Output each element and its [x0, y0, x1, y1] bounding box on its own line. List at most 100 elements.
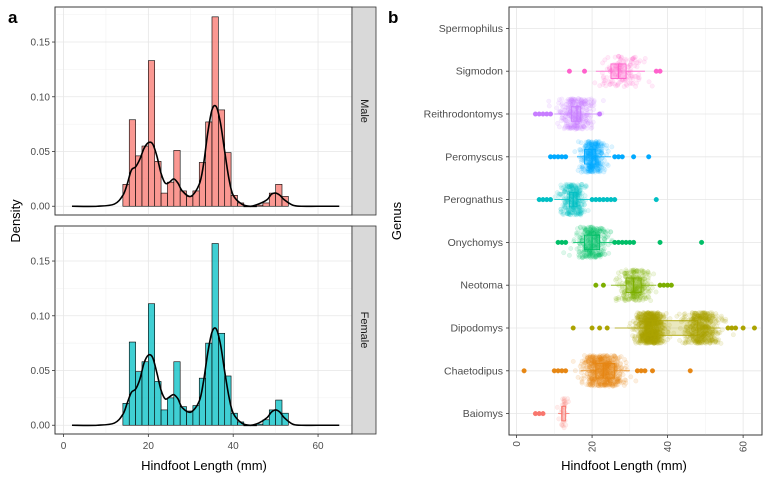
outlier-point [566, 68, 572, 74]
outlier-point [548, 197, 554, 203]
jitter-point [574, 99, 580, 105]
jitter-point [571, 111, 577, 117]
jitter-point [582, 97, 587, 103]
jitter-point [601, 74, 606, 79]
jitter-point [587, 254, 592, 260]
jitter-point [590, 165, 596, 171]
jitter-point [628, 73, 634, 79]
jitter-point [588, 250, 593, 256]
jitter-point [585, 120, 591, 126]
jitter-point [589, 122, 595, 128]
jitter-point [623, 58, 629, 64]
jitter-point [584, 154, 590, 160]
jitter-point [651, 313, 657, 318]
jitter-point [562, 107, 568, 113]
jitter-point [593, 141, 599, 147]
jitter-point [612, 81, 618, 87]
jitter-point [554, 404, 560, 410]
jitter-point [567, 211, 572, 216]
jitter-point [580, 255, 585, 261]
jitter-point [589, 167, 595, 173]
jitter-point [698, 338, 704, 344]
jitter-point [586, 150, 592, 156]
jitter-point [581, 166, 587, 172]
jitter-point [574, 98, 580, 104]
jitter-point [578, 157, 584, 162]
jitter-point [635, 273, 641, 278]
jitter-point [572, 98, 578, 104]
jitter-point [631, 336, 637, 342]
jitter-point [595, 160, 600, 166]
jitter-point [611, 69, 617, 75]
jitter-point [580, 165, 586, 171]
jitter-point [564, 186, 570, 192]
jitter-point [586, 139, 591, 145]
jitter-point [600, 75, 606, 81]
outlier-point [612, 197, 618, 203]
jitter-point [597, 161, 603, 167]
jitter-point [560, 101, 565, 106]
jitter-point [715, 320, 721, 326]
boxplot-box [570, 106, 582, 122]
jitter-point [587, 164, 593, 170]
jitter-point [562, 116, 568, 122]
jitter-point [567, 96, 573, 102]
jitter-point [594, 143, 600, 149]
jitter-point [587, 141, 593, 146]
jitter-point [592, 242, 598, 247]
jitter-point [572, 125, 578, 131]
histogram-bar [148, 303, 156, 426]
jitter-point [577, 253, 583, 259]
jitter-point [591, 165, 597, 171]
jitter-point [561, 206, 566, 212]
jitter-point [599, 226, 605, 232]
jitter-point [564, 123, 570, 129]
jitter-point [583, 116, 589, 122]
genus-label: Sigmodon [456, 66, 503, 78]
jitter-point [591, 168, 597, 174]
jitter-point [583, 98, 589, 104]
jitter-point [598, 225, 604, 231]
jitter-point [586, 138, 592, 144]
jitter-point [561, 211, 567, 217]
jitter-point [562, 205, 568, 211]
jitter-point [561, 126, 567, 132]
jitter-point [589, 125, 595, 130]
jitter-point [598, 229, 604, 235]
jitter-point [568, 185, 574, 191]
jitter-point [572, 209, 577, 215]
jitter-point [590, 254, 596, 260]
jitter-point [699, 320, 704, 325]
jitter-point [578, 182, 584, 188]
jitter-point [597, 226, 603, 232]
jitter-point [585, 156, 590, 162]
jitter-point [616, 54, 622, 59]
jitter-point [591, 99, 597, 105]
jitter-point [594, 141, 600, 147]
jitter-point [632, 63, 638, 69]
jitter-point [563, 187, 568, 193]
jitter-point [653, 338, 659, 343]
jitter-point [620, 67, 626, 73]
jitter-point [601, 228, 606, 234]
jitter-point [575, 209, 581, 215]
facet-male-density-curve [71, 104, 340, 208]
jitter-point [562, 200, 568, 206]
jitter-point [600, 247, 606, 253]
jitter-point [586, 140, 592, 146]
jitter-point [597, 148, 602, 154]
jitter-point [578, 224, 583, 230]
jitter-point [590, 142, 595, 148]
jitter-point [571, 207, 577, 213]
jitter-point [569, 98, 574, 103]
jitter-point [572, 211, 578, 216]
jitter-point [589, 228, 595, 234]
jitter-point [630, 77, 636, 83]
jitter-point [578, 96, 584, 102]
jitter-point [578, 207, 584, 213]
jitter-point [585, 141, 591, 147]
outlier-point [668, 282, 674, 288]
jitter-point [569, 183, 575, 189]
jitter-point [567, 252, 572, 258]
jitter-point [575, 101, 581, 107]
